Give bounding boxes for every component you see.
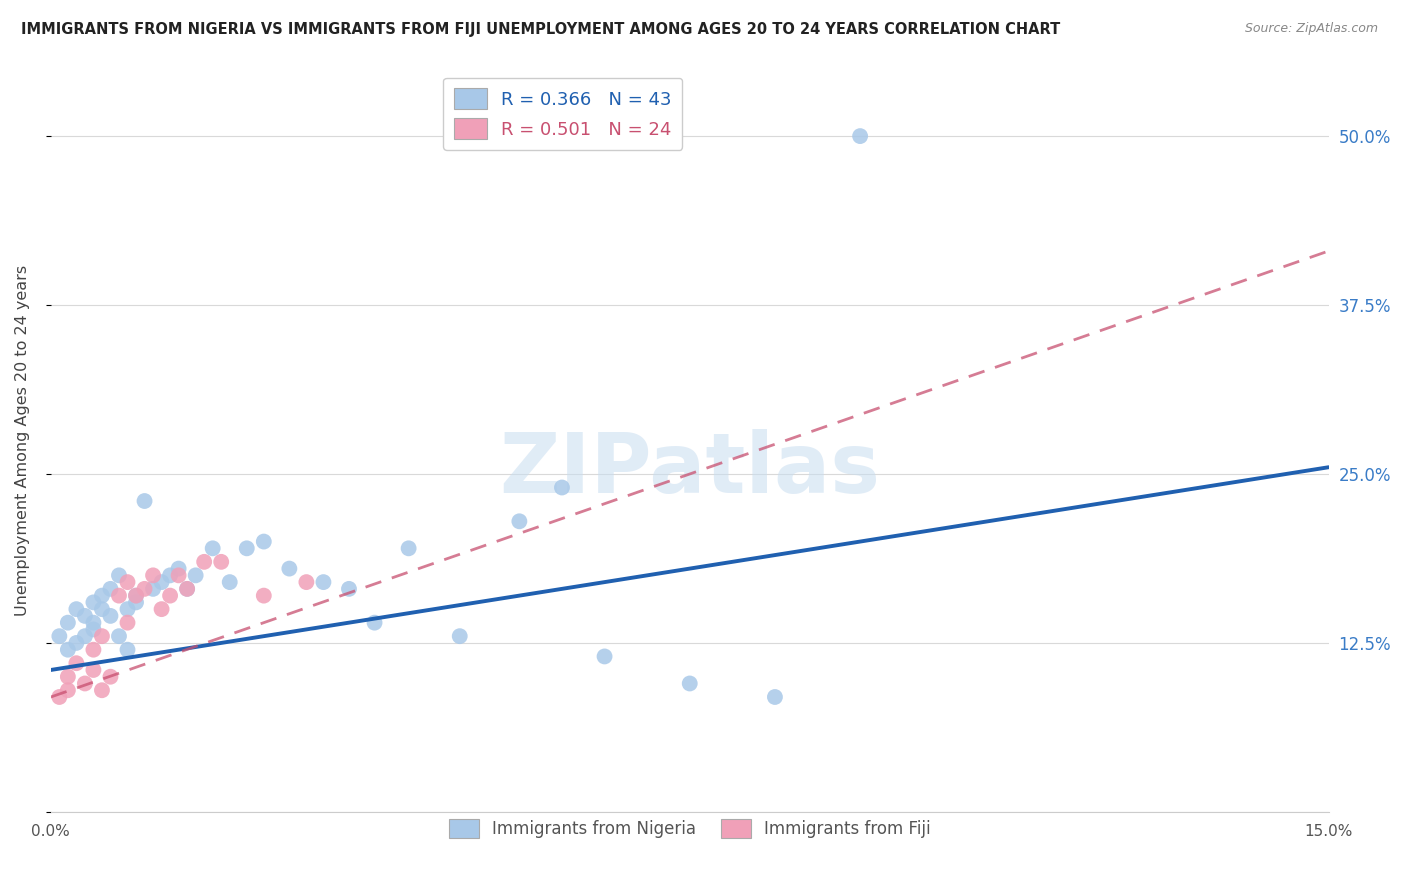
Point [253,534,276,549]
Point [150,575,173,590]
Point [125,595,148,609]
Point [117,615,139,630]
Point [82,615,104,630]
Point [142,582,165,596]
Point [142,568,165,582]
Point [176,582,198,596]
Point [295,575,318,590]
Point [48,690,70,704]
Point [159,589,181,603]
Point [56,642,79,657]
Point [73,629,96,643]
Point [65,657,87,671]
Text: Source: ZipAtlas.com: Source: ZipAtlas.com [1244,22,1378,36]
Point [125,589,148,603]
Legend: Immigrants from Nigeria, Immigrants from Fiji: Immigrants from Nigeria, Immigrants from… [441,812,938,845]
Point [82,663,104,677]
Point [91,589,114,603]
Point [193,555,215,569]
Point [593,649,616,664]
Point [167,561,190,575]
Point [82,595,104,609]
Point [73,608,96,623]
Point [201,541,224,556]
Point [56,683,79,698]
Point [117,575,139,590]
Point [763,690,786,704]
Point [218,575,240,590]
Point [398,541,420,556]
Point [82,642,104,657]
Point [363,615,385,630]
Point [65,602,87,616]
Point [117,602,139,616]
Point [312,575,335,590]
Point [150,602,173,616]
Point [100,608,122,623]
Point [278,561,301,575]
Point [108,589,131,603]
Point [176,582,198,596]
Y-axis label: Unemployment Among Ages 20 to 24 years: Unemployment Among Ages 20 to 24 years [15,265,30,615]
Point [134,582,156,596]
Point [159,568,181,582]
Point [236,541,259,556]
Point [91,629,114,643]
Point [108,629,131,643]
Point [134,494,156,508]
Point [253,589,276,603]
Point [679,676,702,690]
Point [73,676,96,690]
Text: ZIPatlas: ZIPatlas [499,429,880,510]
Point [209,555,232,569]
Point [449,629,471,643]
Point [117,642,139,657]
Point [65,636,87,650]
Point [184,568,207,582]
Point [48,629,70,643]
Point [551,481,574,495]
Point [108,568,131,582]
Point [56,670,79,684]
Point [508,514,530,528]
Point [91,602,114,616]
Point [100,670,122,684]
Text: IMMIGRANTS FROM NIGERIA VS IMMIGRANTS FROM FIJI UNEMPLOYMENT AMONG AGES 20 TO 24: IMMIGRANTS FROM NIGERIA VS IMMIGRANTS FR… [21,22,1060,37]
Point [56,615,79,630]
Point [849,129,872,144]
Point [337,582,360,596]
Point [125,589,148,603]
Point [167,568,190,582]
Point [91,683,114,698]
Point [100,582,122,596]
Point [82,623,104,637]
